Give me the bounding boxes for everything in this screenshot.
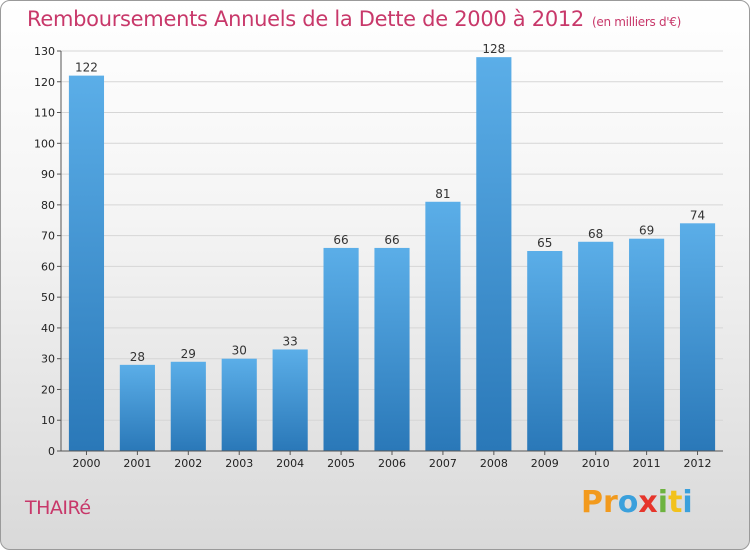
chart-title: Remboursements Annuels de la Dette de 20… bbox=[27, 7, 681, 31]
bar bbox=[119, 364, 155, 451]
x-tick-label: 2006 bbox=[378, 457, 406, 470]
bars: 122 28 29 30 33 66 66 81 128 65 68 69 74 bbox=[68, 42, 716, 452]
bar bbox=[323, 247, 359, 451]
logo-part: i bbox=[682, 485, 693, 520]
y-tick-label: 120 bbox=[34, 76, 55, 89]
x-tick-label: 2011 bbox=[633, 457, 661, 470]
y-tick-label: 100 bbox=[34, 137, 55, 150]
data-label: 128 bbox=[482, 42, 505, 56]
bar bbox=[425, 201, 461, 451]
chart-title-text: Remboursements Annuels de la Dette de 20… bbox=[27, 7, 584, 31]
bar bbox=[679, 223, 716, 451]
data-label: 28 bbox=[130, 350, 145, 364]
x-tick-label: 2007 bbox=[429, 457, 457, 470]
data-label: 66 bbox=[333, 233, 348, 247]
logo-part: Pr bbox=[581, 485, 618, 520]
data-label: 81 bbox=[435, 187, 450, 201]
y-tick-label: 90 bbox=[41, 168, 55, 181]
chart-subtitle: (en milliers d'€) bbox=[592, 15, 682, 29]
logo-part: t bbox=[668, 485, 683, 520]
y-tick-label: 0 bbox=[48, 445, 55, 458]
bar bbox=[476, 57, 512, 452]
y-tick-label: 40 bbox=[41, 322, 55, 335]
logo-part: o bbox=[617, 485, 639, 520]
data-label: 29 bbox=[181, 347, 196, 361]
logo-part: x bbox=[638, 485, 658, 520]
logo-part: i bbox=[657, 485, 669, 520]
y-tick-label: 60 bbox=[41, 260, 55, 273]
data-label: 33 bbox=[283, 334, 298, 348]
place-name: THAIRé bbox=[25, 497, 91, 519]
x-tick-label: 2003 bbox=[225, 457, 253, 470]
bar bbox=[578, 241, 614, 451]
x-tick-label: 2000 bbox=[72, 457, 100, 470]
data-label: 122 bbox=[75, 61, 98, 75]
bar bbox=[629, 238, 665, 451]
y-tick-label: 130 bbox=[34, 45, 55, 58]
bar bbox=[221, 358, 257, 451]
x-tick-label: 2008 bbox=[480, 457, 508, 470]
y-tick-label: 70 bbox=[41, 230, 55, 243]
x-axis: 2000 2001 2002 2003 2004 2005 2006 2007 2008 2009… bbox=[61, 450, 723, 470]
y-tick-label: 80 bbox=[41, 199, 55, 212]
bar bbox=[68, 75, 105, 451]
x-tick-label: 2012 bbox=[684, 457, 712, 470]
y-axis: 0 10 20 30 40 50 60 70 80 90 100 110 120 130 bbox=[34, 45, 62, 458]
y-tick-label: 30 bbox=[41, 353, 55, 366]
data-label: 69 bbox=[639, 224, 654, 238]
bar bbox=[170, 361, 206, 451]
bar bbox=[374, 247, 410, 451]
x-tick-label: 2010 bbox=[582, 457, 610, 470]
bar bbox=[272, 349, 308, 451]
data-label: 66 bbox=[384, 233, 399, 247]
y-tick-label: 10 bbox=[41, 414, 55, 427]
x-tick-label: 2004 bbox=[276, 457, 304, 470]
data-label: 74 bbox=[690, 208, 705, 222]
x-tick-label: 2002 bbox=[174, 457, 202, 470]
x-tick-label: 2001 bbox=[123, 457, 151, 470]
x-tick-label: 2009 bbox=[531, 457, 559, 470]
x-tick-label: 2005 bbox=[327, 457, 355, 470]
y-tick-label: 110 bbox=[34, 107, 55, 120]
proxiti-logo: Proxiti bbox=[581, 485, 693, 520]
bar bbox=[527, 251, 563, 451]
y-tick-label: 50 bbox=[41, 291, 55, 304]
data-label: 30 bbox=[232, 344, 247, 358]
data-label: 68 bbox=[588, 227, 603, 241]
y-tick-label: 20 bbox=[41, 383, 55, 396]
data-label: 65 bbox=[537, 236, 552, 250]
